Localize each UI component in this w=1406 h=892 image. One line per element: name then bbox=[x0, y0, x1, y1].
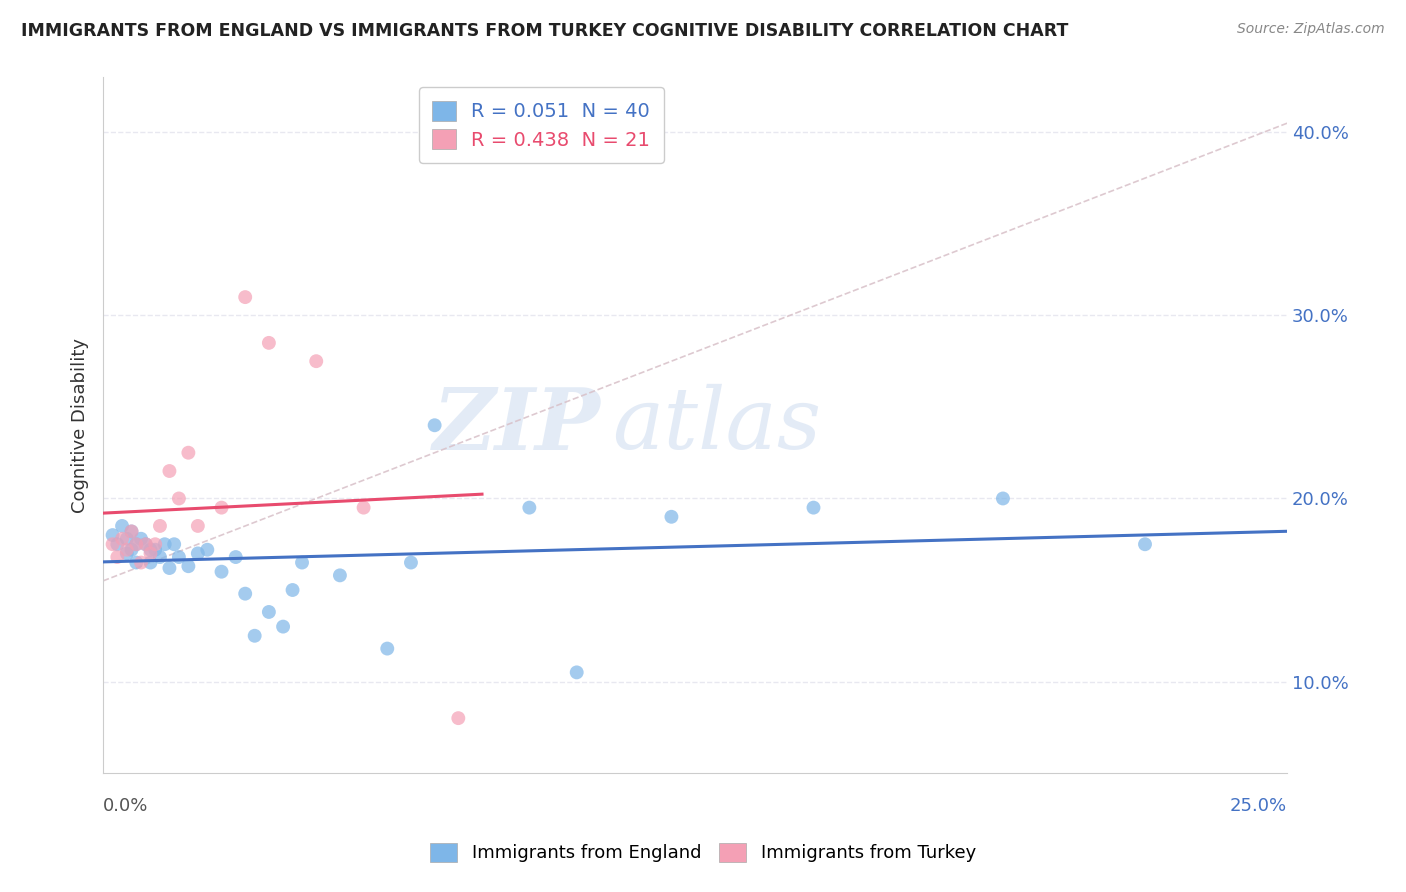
Point bbox=[211, 565, 233, 579]
Point bbox=[211, 500, 233, 515]
Point bbox=[111, 519, 134, 533]
Point bbox=[187, 519, 209, 533]
Point bbox=[399, 556, 422, 570]
Point bbox=[305, 354, 328, 368]
Point bbox=[991, 491, 1014, 506]
Point bbox=[105, 537, 128, 551]
Point bbox=[167, 491, 190, 506]
Point bbox=[101, 528, 124, 542]
Point bbox=[661, 509, 683, 524]
Point bbox=[281, 582, 304, 597]
Point bbox=[187, 546, 209, 560]
Point bbox=[153, 537, 176, 551]
Point bbox=[271, 619, 294, 633]
Point bbox=[143, 542, 166, 557]
Point bbox=[159, 561, 181, 575]
Point bbox=[121, 524, 143, 539]
Point bbox=[135, 537, 157, 551]
Point bbox=[143, 537, 166, 551]
Point bbox=[447, 711, 470, 725]
Point bbox=[129, 532, 152, 546]
Point bbox=[1133, 537, 1156, 551]
Point bbox=[139, 542, 162, 557]
Text: IMMIGRANTS FROM ENGLAND VS IMMIGRANTS FROM TURKEY COGNITIVE DISABILITY CORRELATI: IMMIGRANTS FROM ENGLAND VS IMMIGRANTS FR… bbox=[21, 22, 1069, 40]
Point bbox=[565, 665, 588, 680]
Point bbox=[423, 418, 446, 433]
Point bbox=[353, 500, 375, 515]
Text: Source: ZipAtlas.com: Source: ZipAtlas.com bbox=[1237, 22, 1385, 37]
Point bbox=[149, 549, 172, 564]
Point bbox=[167, 549, 190, 564]
Point bbox=[517, 500, 540, 515]
Point bbox=[115, 532, 138, 546]
Point bbox=[129, 556, 152, 570]
Point bbox=[105, 549, 128, 564]
Point bbox=[257, 335, 280, 350]
Point bbox=[257, 605, 280, 619]
Point bbox=[125, 537, 148, 551]
Y-axis label: Cognitive Disability: Cognitive Disability bbox=[72, 338, 89, 513]
Text: 25.0%: 25.0% bbox=[1230, 797, 1286, 815]
Point bbox=[121, 524, 143, 539]
Point bbox=[139, 556, 162, 570]
Point bbox=[101, 537, 124, 551]
Point bbox=[225, 549, 247, 564]
Text: atlas: atlas bbox=[612, 384, 821, 467]
Point bbox=[139, 546, 162, 560]
Legend: R = 0.051  N = 40, R = 0.438  N = 21: R = 0.051 N = 40, R = 0.438 N = 21 bbox=[419, 87, 664, 163]
Point bbox=[111, 532, 134, 546]
Point bbox=[329, 568, 352, 582]
Point bbox=[115, 546, 138, 560]
Point bbox=[375, 641, 398, 656]
Point bbox=[163, 537, 186, 551]
Legend: Immigrants from England, Immigrants from Turkey: Immigrants from England, Immigrants from… bbox=[423, 836, 983, 870]
Text: 0.0%: 0.0% bbox=[103, 797, 149, 815]
Point bbox=[291, 556, 314, 570]
Text: ZIP: ZIP bbox=[433, 384, 600, 467]
Point bbox=[177, 559, 200, 574]
Point bbox=[115, 542, 138, 557]
Point bbox=[233, 587, 256, 601]
Point bbox=[243, 629, 266, 643]
Point bbox=[159, 464, 181, 478]
Point bbox=[803, 500, 825, 515]
Point bbox=[125, 537, 148, 551]
Point bbox=[233, 290, 256, 304]
Point bbox=[195, 542, 218, 557]
Point bbox=[135, 537, 157, 551]
Point bbox=[121, 542, 143, 557]
Point bbox=[149, 519, 172, 533]
Point bbox=[177, 446, 200, 460]
Point bbox=[125, 556, 148, 570]
